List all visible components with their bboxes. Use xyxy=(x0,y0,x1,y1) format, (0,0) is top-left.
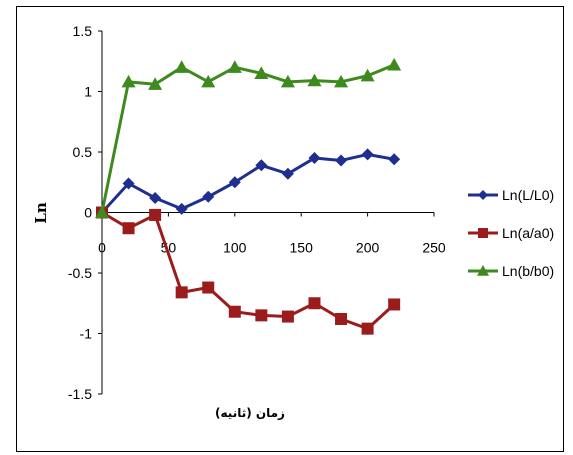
legend-entry: Ln(a/a0) xyxy=(468,225,554,241)
y-tick-label: 0.5 xyxy=(73,144,93,160)
x-tick-label: 0 xyxy=(98,240,106,256)
data-point xyxy=(281,167,294,180)
data-point xyxy=(228,176,241,189)
legend-label: Ln(b/b0) xyxy=(502,263,554,279)
data-point xyxy=(255,309,268,322)
data-point xyxy=(335,312,348,325)
data-point xyxy=(201,74,216,88)
data-point xyxy=(149,191,162,204)
y-tick-label: 1.5 xyxy=(73,23,93,39)
data-point xyxy=(255,159,268,172)
legend-marker xyxy=(477,265,489,276)
x-tick-label: 150 xyxy=(290,240,314,256)
axes: 1.510.50-0.5-1-1.50 50 100 150 200 250 xyxy=(68,23,446,402)
y-tick-label: -1 xyxy=(80,326,93,342)
data-point xyxy=(122,177,135,190)
legend-marker xyxy=(478,190,488,200)
data-point xyxy=(174,60,189,73)
data-point xyxy=(148,77,163,90)
x-tick-label: 100 xyxy=(223,240,247,256)
data-point xyxy=(227,60,242,73)
data-point xyxy=(254,66,269,79)
data-point xyxy=(334,74,349,88)
data-point xyxy=(335,154,348,167)
legend-label: Ln(a/a0) xyxy=(502,225,554,241)
y-tick-label: 0 xyxy=(84,205,92,221)
data-point xyxy=(175,286,188,299)
data-point xyxy=(202,190,215,203)
data-point xyxy=(149,208,162,221)
series-2 xyxy=(96,206,401,335)
x-axis-label: زمان (ثانیه) xyxy=(215,406,285,420)
data-point xyxy=(122,222,135,235)
data-point xyxy=(307,73,322,87)
data-point xyxy=(308,297,321,310)
data-point xyxy=(281,310,294,323)
data-point xyxy=(95,205,109,219)
data-point xyxy=(361,148,374,161)
data-point xyxy=(360,68,375,82)
data-point xyxy=(387,57,402,71)
series-line xyxy=(100,152,395,214)
data-point xyxy=(308,152,321,165)
data-point xyxy=(280,74,295,88)
legend-entry: Ln(b/b0) xyxy=(468,263,554,279)
legend-label: Ln(L/L0) xyxy=(502,187,554,203)
y-tick-label: -0.5 xyxy=(68,265,92,281)
data-point xyxy=(228,305,241,318)
data-point xyxy=(388,153,401,166)
y-axis-label: Ln xyxy=(32,202,50,224)
series-line xyxy=(100,63,395,213)
data-point xyxy=(388,298,401,311)
data-point xyxy=(361,322,374,335)
legend-marker xyxy=(478,228,488,238)
data-point xyxy=(121,74,136,88)
series-line xyxy=(101,211,396,331)
series-1 xyxy=(96,148,401,219)
data-point xyxy=(202,281,215,294)
x-tick-label: 200 xyxy=(356,240,380,256)
y-tick-label: 1 xyxy=(84,84,92,100)
y-tick-label: -1.5 xyxy=(68,386,92,402)
legend: Ln(L/L0) Ln(a/a0) Ln(b/b0) xyxy=(468,187,554,279)
series-layer xyxy=(95,57,402,335)
x-tick-label: 250 xyxy=(422,240,446,256)
data-point xyxy=(175,202,188,215)
series-3 xyxy=(95,57,402,219)
legend-entry: Ln(L/L0) xyxy=(468,187,554,203)
